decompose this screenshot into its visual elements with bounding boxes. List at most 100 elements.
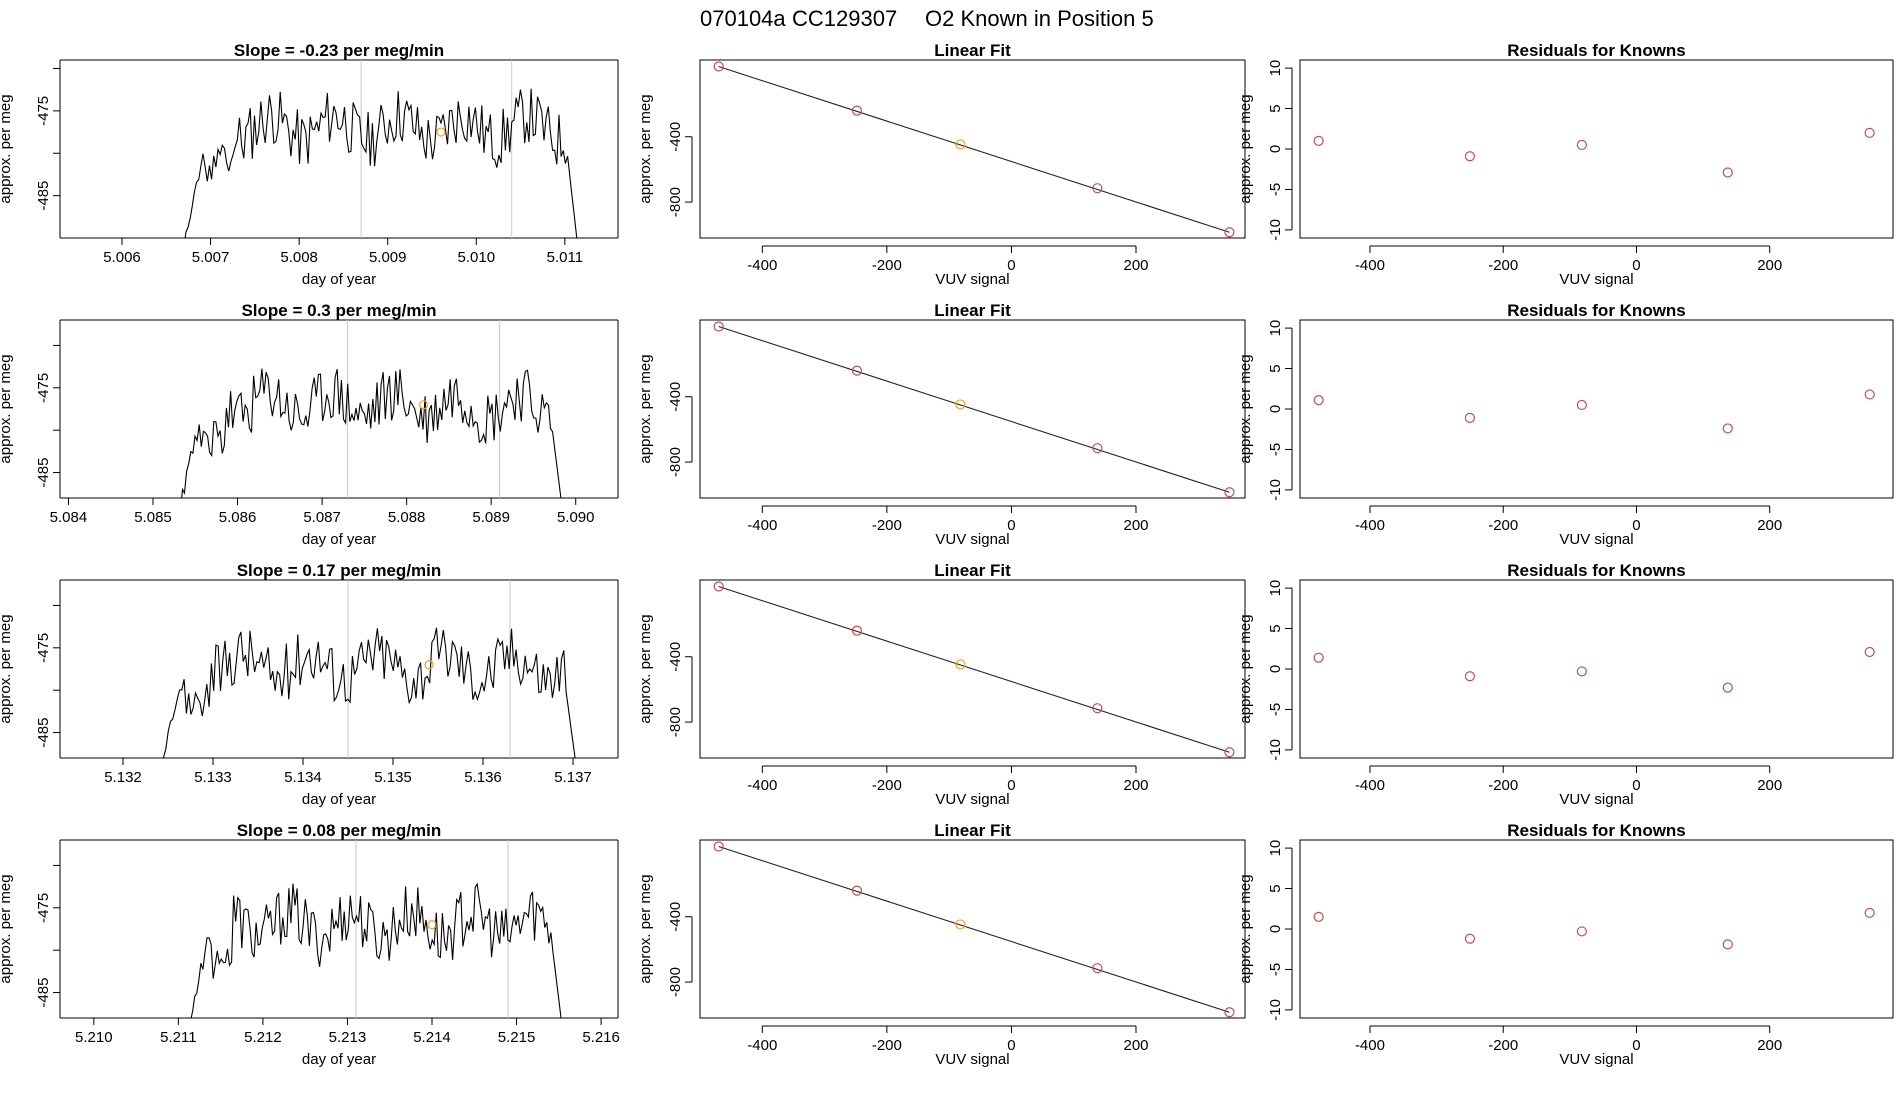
data-point	[713, 581, 724, 592]
x-axis-label: VUV signal	[935, 531, 1009, 548]
highlight-point	[436, 127, 446, 137]
x-tick-label: 5.006	[103, 249, 141, 266]
data-point	[851, 365, 863, 376]
y-axis-label: approx. per meg	[637, 614, 654, 723]
data-point	[851, 105, 863, 116]
panel-r4-c3: Residuals for Knowns -400 -200 0 200 VUV sign…	[1237, 821, 1894, 1068]
x-tick-label: -400	[747, 257, 777, 274]
figure-title-label: O2 Known in Position 5	[925, 6, 1154, 31]
highlight-point	[955, 919, 966, 930]
y-tick-label: -10	[1267, 739, 1284, 761]
x-tick-label: 5.211	[160, 1029, 196, 1046]
data-point	[1864, 127, 1875, 138]
panel-r1-c3: Residuals for Knowns -400 -200 0 200 VUV sign…	[1237, 41, 1894, 288]
data-point	[1092, 443, 1103, 454]
fit-line	[718, 846, 1230, 1013]
data-point	[1224, 1007, 1235, 1018]
figure-title-run: 070104a	[700, 6, 786, 31]
x-tick-label: 5.087	[303, 509, 341, 526]
data-point	[1092, 963, 1103, 974]
x-tick-label: -400	[747, 1037, 777, 1054]
highlight-point	[424, 660, 434, 670]
panel-title: Residuals for Knowns	[1507, 821, 1686, 840]
y-tick-label: -400	[667, 642, 684, 672]
highlight-point	[955, 399, 966, 410]
fit-line	[718, 326, 1230, 493]
x-tick-label: 0	[1632, 257, 1640, 274]
y-tick-label: 0	[1267, 665, 1284, 673]
y-axis-label: approx. per meg	[637, 94, 654, 203]
data-point	[1464, 412, 1476, 423]
y-tick-label: 10	[1267, 60, 1284, 77]
x-tick-label: 5.136	[464, 769, 502, 786]
x-tick-label: 200	[1757, 777, 1782, 794]
data-point	[1313, 911, 1324, 922]
x-tick-label: -200	[1488, 257, 1518, 274]
y-tick-label: -400	[667, 382, 684, 412]
y-tick-label: 0	[1267, 925, 1284, 933]
y-tick-label: -10	[1267, 219, 1284, 241]
x-axis-label: VUV signal	[1559, 271, 1633, 288]
data-trace	[162, 627, 576, 758]
x-tick-label: 5.216	[582, 1029, 620, 1046]
plot-area	[713, 581, 1235, 758]
panels-group: Slope = -0.23 per meg/min 5.006 5.007 5.008…	[0, 41, 1894, 1068]
x-tick-label: 5.086	[219, 509, 257, 526]
x-tick-label: 5.088	[388, 509, 426, 526]
highlight-point	[427, 920, 437, 930]
panel-r3-c3: Residuals for Knowns -400 -200 0 200 VUV sign…	[1237, 561, 1894, 808]
y-tick-label: 10	[1267, 580, 1284, 597]
x-axis-label: day of year	[302, 271, 376, 288]
x-axis-label: day of year	[302, 1051, 376, 1068]
x-tick-label: 5.090	[557, 509, 595, 526]
panel-title: Linear Fit	[934, 561, 1011, 580]
data-point	[1722, 682, 1733, 693]
data-trace	[181, 368, 562, 498]
y-axis-label: approx. per meg	[1237, 94, 1254, 203]
y-tick-label: 10	[1267, 840, 1284, 857]
panel-title: Linear Fit	[934, 41, 1011, 60]
x-tick-label: 0	[1007, 777, 1015, 794]
y-tick-label: 10	[1267, 320, 1284, 337]
y-tick-label: -400	[667, 122, 684, 152]
x-tick-label: 0	[1632, 517, 1640, 534]
x-tick-label: -400	[747, 777, 777, 794]
y-axis-label: approx. per meg	[0, 94, 14, 203]
x-tick-label: 0	[1007, 517, 1015, 534]
data-point	[1313, 135, 1324, 147]
y-tick-label: -475	[35, 893, 52, 923]
y-tick-label: 5	[1267, 884, 1284, 892]
data-point	[1224, 747, 1235, 758]
data-trace	[190, 882, 562, 1018]
data-point	[1576, 139, 1587, 151]
plot-area	[1313, 646, 1875, 693]
data-trace	[184, 88, 578, 238]
x-tick-label: 200	[1123, 1037, 1148, 1054]
y-tick-label: -475	[35, 633, 52, 663]
panel-r3-c2: Linear Fit -400 -200 0 200 VUV signal -400 -800…	[637, 561, 1246, 808]
plot-area	[713, 841, 1235, 1018]
x-tick-label: 200	[1123, 517, 1148, 534]
panel-title: Linear Fit	[934, 301, 1011, 320]
y-axis-label: approx. per meg	[1237, 614, 1254, 723]
x-tick-label: -200	[872, 777, 902, 794]
y-axis-label: approx. per meg	[0, 614, 14, 723]
y-axis-label: approx. per meg	[1237, 874, 1254, 983]
panel-title: Residuals for Knowns	[1507, 561, 1686, 580]
y-tick-label: -800	[667, 707, 684, 737]
data-point	[1864, 389, 1875, 400]
x-tick-label: -200	[872, 257, 902, 274]
data-point	[1092, 183, 1103, 194]
y-axis-label: approx. per meg	[0, 874, 14, 983]
y-tick-label: 0	[1267, 405, 1284, 413]
y-tick-label: 0	[1267, 145, 1284, 153]
x-tick-label: -200	[872, 517, 902, 534]
data-point	[1576, 666, 1587, 677]
x-tick-label: 0	[1007, 257, 1015, 274]
plot-area	[184, 60, 578, 238]
x-tick-label: 200	[1757, 517, 1782, 534]
x-tick-label: 5.213	[329, 1029, 367, 1046]
x-tick-label: -200	[1488, 1037, 1518, 1054]
x-tick-label: 5.134	[284, 769, 322, 786]
